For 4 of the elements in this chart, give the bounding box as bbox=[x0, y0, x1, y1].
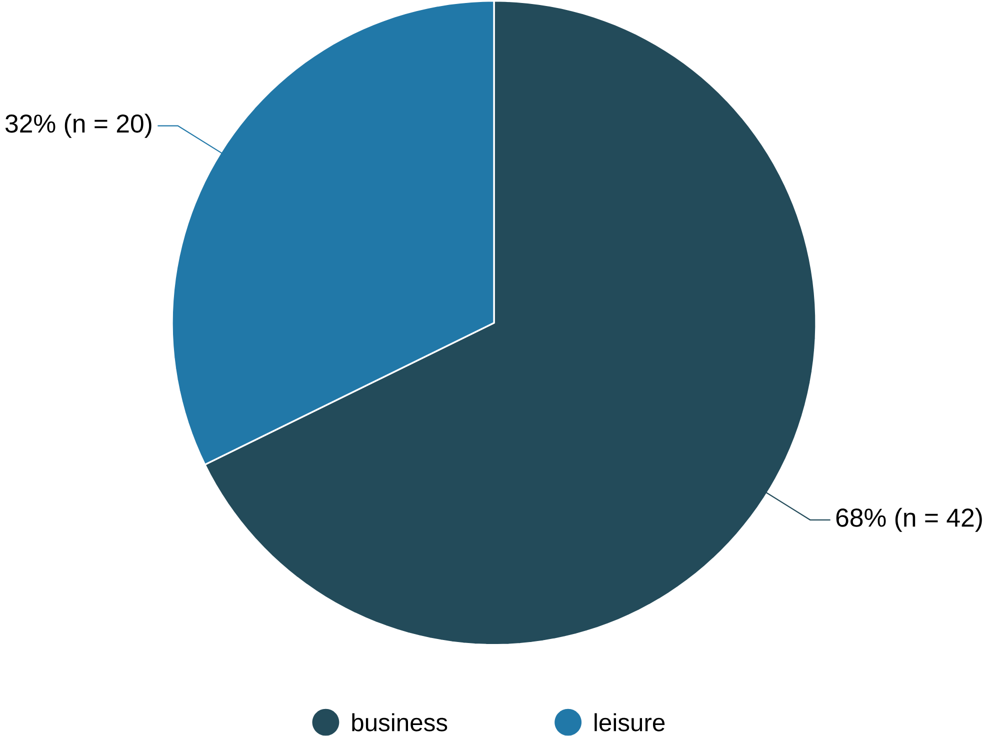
data-label: 32% (n = 20) bbox=[5, 114, 152, 138]
data-label: 68% (n = 42) bbox=[836, 508, 982, 532]
legend-label: leisure bbox=[594, 713, 665, 732]
legend-label: business bbox=[352, 713, 448, 732]
